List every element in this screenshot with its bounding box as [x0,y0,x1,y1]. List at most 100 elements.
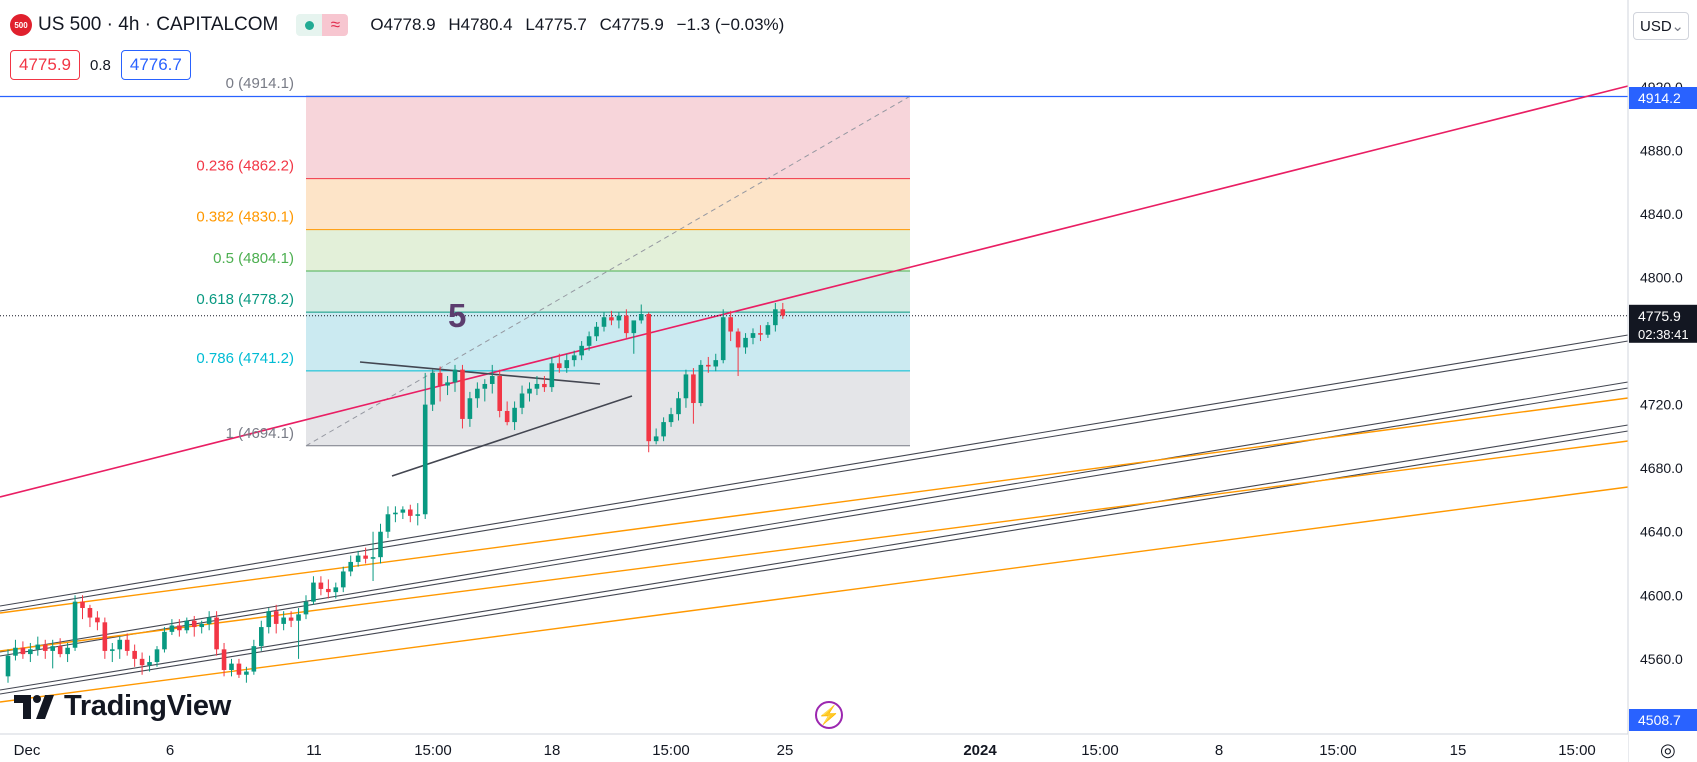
channel-line-3 [0,381,1629,653]
candle-body [35,644,41,650]
candle [713,353,719,372]
magenta-trend-line [0,85,1629,498]
candle [512,401,517,431]
candle [281,611,286,631]
symbol-header: 500 US 500 · 4h · CAPITALCOM ≈ O4778.9 H… [10,12,792,38]
fib-label-0.5: 0.5 (4804.1) [213,250,294,267]
candle-body [616,315,622,321]
candle [773,302,778,332]
price-label-bg [1629,87,1697,109]
fib-zone-0.618 [306,312,910,371]
candle-body [557,363,562,369]
lightning-icon[interactable]: ⚡ [815,701,843,729]
x-tick-label: 2024 [963,742,997,759]
candle-body [549,363,555,388]
fib-zone-0.382 [306,229,910,271]
candle [110,642,115,663]
x-tick-label: 15:00 [652,742,690,759]
candle-body [244,671,249,675]
wave-indicator-icon[interactable]: ≈ [322,14,349,36]
candle [624,309,629,338]
fib-label-0.382: 0.382 (4830.1) [196,209,294,226]
market-status-icon[interactable] [296,14,323,36]
candle-body [57,646,63,655]
candle [586,331,592,351]
candle-body [735,331,741,348]
fib-zone-0 [306,96,910,179]
candle [95,611,100,631]
candle [422,372,428,520]
fib-zone-0.5 [306,270,910,313]
tradingview-logo[interactable]: TradingView [14,690,231,723]
candle [318,576,324,596]
channel-line-6 [0,430,1629,695]
candle-body [318,582,324,589]
candle [42,639,48,659]
currency-button[interactable]: USD ⌄ [1633,12,1689,40]
candle [28,642,33,663]
candle-body [311,582,316,602]
candle-body [661,422,666,437]
candle-body [259,627,264,647]
candle-body [221,649,227,670]
candle-body [609,317,614,321]
candle-body [437,372,443,386]
candle-body [460,369,465,419]
x-tick-label: 15:00 [1081,742,1119,759]
candle-body [296,614,301,621]
candle [609,310,614,326]
candle-body [400,509,406,513]
orange-line-2 [0,440,1629,652]
candle [348,555,353,577]
candle [549,356,555,392]
candle [311,576,316,605]
time-axis[interactable]: Dec 6 11 15:00 18 15:00 25 2024 15:00 8 15:00 15 15:… [0,733,1628,762]
candle-body [199,623,204,628]
price-axis[interactable]: 4560.0 4600.0 4640.0 4680.0 4720.0 4800.0 4840… [1627,0,1697,762]
candle-body [579,345,584,356]
candle [557,353,562,373]
candle-body [13,647,18,656]
candle-body [743,337,748,348]
candle-body [624,315,629,334]
chart-settings-icon[interactable]: ◎ [1660,740,1676,760]
candle [430,369,435,411]
candle [266,608,272,634]
candle [564,353,570,373]
spread-value: 0.8 [90,56,111,74]
symbol-title[interactable]: US 500 · 4h · CAPITALCOM [38,14,279,35]
sell-price-button[interactable]: 4775.9 [10,50,80,80]
candle [638,304,644,324]
candle-body [489,376,495,384]
candle-body [281,617,286,624]
candle [765,321,771,338]
candle-body [646,314,651,442]
candle [87,604,93,628]
candle [378,523,383,564]
candle [706,356,711,373]
candle [467,391,473,427]
candle-body [415,514,421,516]
candle [303,595,309,620]
candle [65,642,70,663]
candle-body [422,404,428,515]
y-tick-label: 4720.0 [1640,397,1683,413]
candle-body [728,317,733,332]
candle-body [20,647,26,655]
buy-price-button[interactable]: 4776.7 [120,50,191,80]
trend-lines [0,85,1629,703]
candle [191,615,197,637]
candle [661,417,666,442]
candle [273,604,279,634]
candle-body [251,646,257,672]
fib-label-0: 0 (4914.1) [226,75,294,92]
candle-body [124,639,130,651]
candle [720,309,726,364]
candle-body [586,336,592,346]
price-axis-bg [1628,0,1697,762]
candle-body [154,649,160,663]
candle [50,639,55,669]
candle-body [750,333,756,338]
candle [780,302,786,319]
